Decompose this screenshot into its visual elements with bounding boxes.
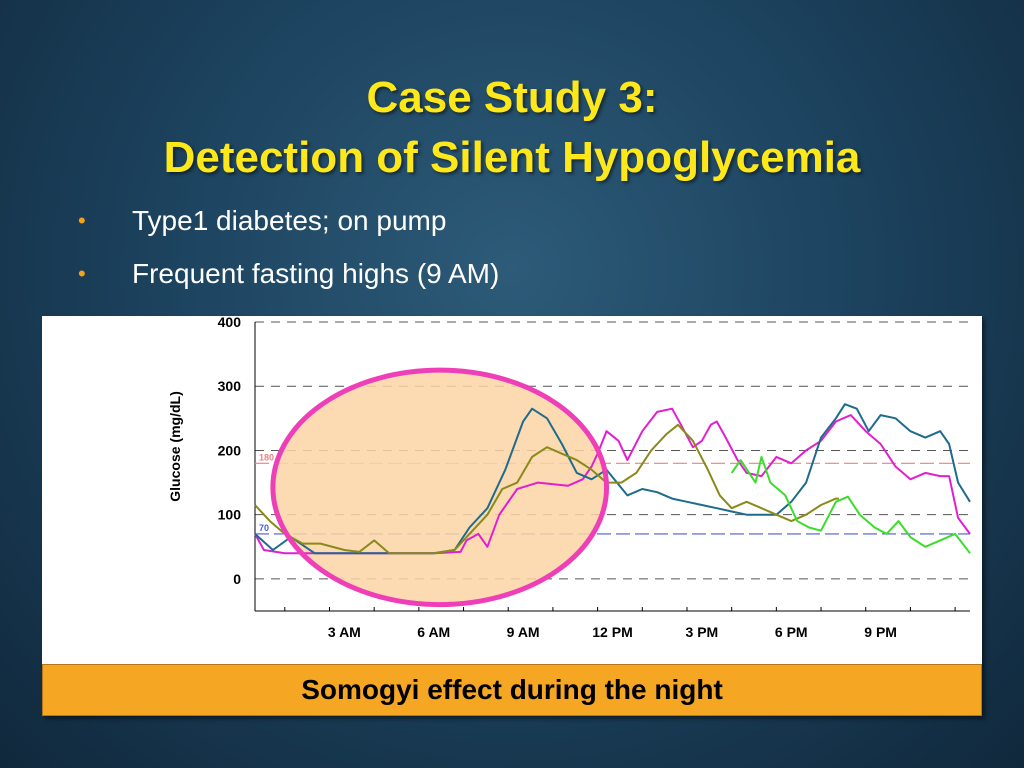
x-tick-label: 3 PM [686, 624, 719, 640]
highlight-ellipse-outline [270, 367, 610, 608]
x-tick-label: 6 AM [417, 624, 450, 640]
bullet-marker: • [78, 261, 86, 286]
x-tick-label: 12 PM [592, 624, 632, 640]
highlight-ellipse-fill [272, 370, 607, 605]
slide-title-line-2: Detection of Silent Hypoglycemia [163, 133, 861, 182]
bullet-text: Frequent fasting highs (9 AM) [132, 258, 500, 289]
bullet-item: • Type1 diabetes; on pump [78, 205, 446, 237]
x-tick-label: 3 AM [328, 624, 361, 640]
series-line-4 [730, 455, 971, 554]
bullet-marker: • [78, 208, 86, 233]
bullet-text: Type1 diabetes; on pump [132, 205, 447, 236]
caption-banner: Somogyi effect during the night [42, 664, 982, 716]
chart-panel: 0 100 200 300 400 3 AM 6 AM 9 AM 12 PM 3 PM 6 PM 9 … [42, 314, 982, 716]
series-line-1 [254, 407, 971, 555]
y-axis-label: Glucose (mg/dL) [167, 391, 183, 501]
y-tick-label: 0 [233, 571, 241, 587]
slide-title-line-1: Case Study 3: [366, 73, 658, 122]
x-tick-label: 6 PM [775, 624, 808, 640]
caption-text: Somogyi effect during the night [301, 674, 723, 705]
y-tick-label: 400 [218, 316, 242, 330]
series-line-3 [254, 423, 839, 555]
y-tick-label: 300 [218, 378, 242, 394]
bullet-item: • Frequent fasting highs (9 AM) [78, 258, 499, 290]
glucose-chart: 0 100 200 300 400 3 AM 6 AM 9 AM 12 PM 3 PM 6 PM 9 … [167, 314, 971, 640]
x-tick-label: 9 PM [864, 624, 897, 640]
y-tick-label: 200 [218, 442, 242, 458]
target-line-label: 180 [259, 452, 274, 462]
x-tick-label: 9 AM [507, 624, 540, 640]
target-line-label: 70 [259, 523, 269, 533]
y-tick-label: 100 [218, 507, 242, 523]
